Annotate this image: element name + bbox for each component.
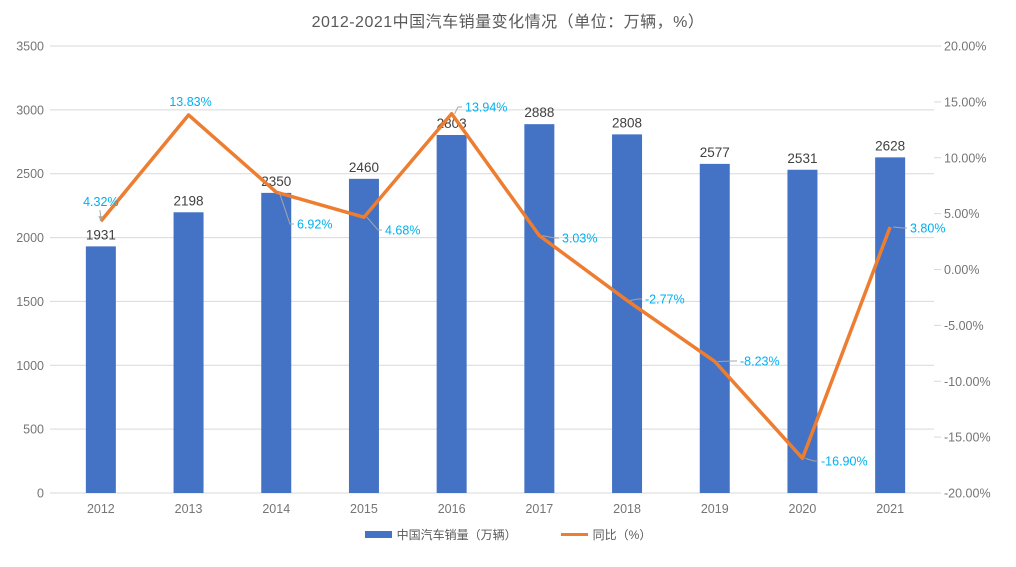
bar-value-label: 2198 bbox=[174, 193, 204, 208]
left-axis-tick: 2500 bbox=[16, 167, 44, 181]
label-leader-line bbox=[629, 298, 642, 301]
line-value-label: -8.23% bbox=[740, 355, 780, 369]
bar-swatch-icon bbox=[364, 531, 392, 538]
bar bbox=[699, 163, 730, 493]
x-axis-label: 2020 bbox=[789, 502, 817, 516]
x-axis-label: 2015 bbox=[350, 502, 378, 516]
line-value-label: 6.92% bbox=[297, 218, 332, 232]
right-axis-tick: -5.00% bbox=[944, 319, 984, 333]
line-value-label: 3.03% bbox=[562, 232, 597, 246]
x-axis-label: 2012 bbox=[87, 502, 115, 516]
x-axis-label: 2021 bbox=[876, 502, 904, 516]
bar bbox=[612, 134, 643, 493]
bar bbox=[436, 135, 467, 494]
bar-value-label: 2803 bbox=[437, 116, 467, 131]
legend-item-yoy: 同比（%） bbox=[560, 526, 652, 543]
legend-item-sales: 中国汽车销量（万辆） bbox=[364, 526, 517, 543]
right-axis-tick: 0.00% bbox=[944, 263, 979, 277]
left-axis-tick: 500 bbox=[23, 423, 44, 437]
line-value-label: 4.68% bbox=[385, 224, 420, 238]
legend: 中国汽车销量（万辆） 同比（%） bbox=[0, 526, 1016, 543]
left-axis-tick: 1000 bbox=[16, 359, 44, 373]
right-axis-tick: 20.00% bbox=[944, 40, 986, 54]
x-axis-label: 2016 bbox=[438, 502, 466, 516]
line-value-label: -16.90% bbox=[821, 455, 868, 469]
left-axis-tick: 1500 bbox=[16, 295, 44, 309]
line-value-label: 13.83% bbox=[169, 95, 211, 109]
right-axis-tick: 10.00% bbox=[944, 151, 986, 165]
legend-label-yoy: 同比（%） bbox=[592, 528, 652, 542]
line-value-label: 3.80% bbox=[910, 222, 945, 236]
left-axis-tick: 0 bbox=[37, 487, 44, 501]
line-value-label: 13.94% bbox=[465, 101, 507, 115]
legend-label-sales: 中国汽车销量（万辆） bbox=[396, 528, 517, 542]
bar-value-label: 2577 bbox=[700, 145, 730, 160]
left-axis-tick: 3500 bbox=[16, 40, 44, 54]
label-leader-arrowhead bbox=[98, 216, 104, 222]
yoy-line bbox=[99, 111, 892, 461]
label-leader-line bbox=[454, 106, 462, 114]
label-leader-line bbox=[366, 216, 382, 231]
bar bbox=[85, 246, 116, 493]
label-leader-line bbox=[805, 457, 818, 462]
chart-title: 2012-2021中国汽车销量变化情况（单位：万辆，%） bbox=[311, 14, 705, 31]
bar-value-label: 2460 bbox=[349, 160, 379, 175]
bar bbox=[875, 157, 906, 493]
line-value-label: -2.77% bbox=[645, 293, 685, 307]
label-leader-line bbox=[893, 226, 907, 229]
right-axis-tick: -20.00% bbox=[944, 487, 991, 501]
line-value-label: 4.32% bbox=[83, 195, 118, 209]
bar bbox=[261, 192, 292, 493]
x-axis-label: 2017 bbox=[525, 502, 553, 516]
line-swatch-icon bbox=[560, 533, 588, 536]
bar bbox=[173, 212, 204, 493]
left-axis-tick: 2000 bbox=[16, 231, 44, 245]
right-axis-tick: 5.00% bbox=[944, 207, 979, 221]
bar-value-label: 2808 bbox=[612, 115, 642, 130]
right-axis-tick: -10.00% bbox=[944, 375, 991, 389]
bar bbox=[524, 124, 555, 494]
bar-value-label: 1931 bbox=[86, 227, 116, 242]
label-leader-line bbox=[542, 235, 559, 239]
bar bbox=[787, 169, 818, 494]
bar bbox=[348, 178, 379, 493]
left-axis-tick: 3000 bbox=[16, 103, 44, 117]
bar-value-label: 2531 bbox=[787, 151, 817, 166]
right-axis-tick: -15.00% bbox=[944, 431, 991, 445]
label-leader-line bbox=[278, 192, 294, 225]
right-axis-tick: 15.00% bbox=[944, 95, 986, 109]
label-leader-arrow bbox=[99, 210, 102, 218]
x-axis-label: 2014 bbox=[262, 502, 290, 516]
x-axis-label: 2018 bbox=[613, 502, 641, 516]
bar-value-label: 2888 bbox=[524, 105, 554, 120]
x-axis-label: 2019 bbox=[701, 502, 729, 516]
bar-value-label: 2628 bbox=[875, 138, 905, 153]
x-axis-label: 2013 bbox=[175, 502, 203, 516]
